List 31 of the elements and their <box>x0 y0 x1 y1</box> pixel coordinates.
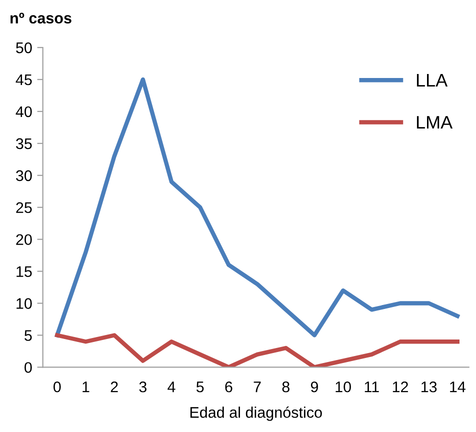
x-axis-title: Edad al diagnóstico <box>190 406 322 421</box>
chart-title: nº casos <box>10 12 72 24</box>
y-tick-label: 25 <box>16 202 32 214</box>
x-tick-label: 11 <box>364 382 379 392</box>
y-tick-label: 45 <box>16 74 32 86</box>
x-tick-label: 0 <box>53 381 61 392</box>
x-tick-label: 14 <box>450 382 466 392</box>
y-tick-label: 35 <box>16 138 32 150</box>
y-tick-label: 10 <box>16 298 32 309</box>
y-tick-label: 50 <box>16 42 32 54</box>
x-tick-label: 2 <box>110 381 118 392</box>
y-tick-label: 40 <box>16 106 32 118</box>
x-tick-label: 1 <box>82 382 90 392</box>
x-tick-label: 6 <box>225 381 232 392</box>
line-series <box>55 333 460 368</box>
x-tick-label: 12 <box>392 381 408 392</box>
x-tick-label: 7 <box>254 382 261 392</box>
x-tick-label: 9 <box>310 381 318 392</box>
x-tick-label: 13 <box>422 381 437 392</box>
x-tick-label: 8 <box>282 381 290 392</box>
y-tick-label: 5 <box>24 330 32 341</box>
y-tick-label: 20 <box>16 234 32 246</box>
y-tick-label: 15 <box>16 266 32 277</box>
legend-label: LLA <box>416 74 448 86</box>
y-tick-label: 30 <box>16 170 32 182</box>
x-tick-label: 10 <box>336 381 351 392</box>
y-tick-label: 0 <box>24 362 32 373</box>
x-tick-label: 5 <box>196 382 204 392</box>
x-tick-label: 3 <box>139 381 146 392</box>
x-tick-label: 4 <box>168 382 176 392</box>
legend-label: LMA <box>416 116 453 129</box>
